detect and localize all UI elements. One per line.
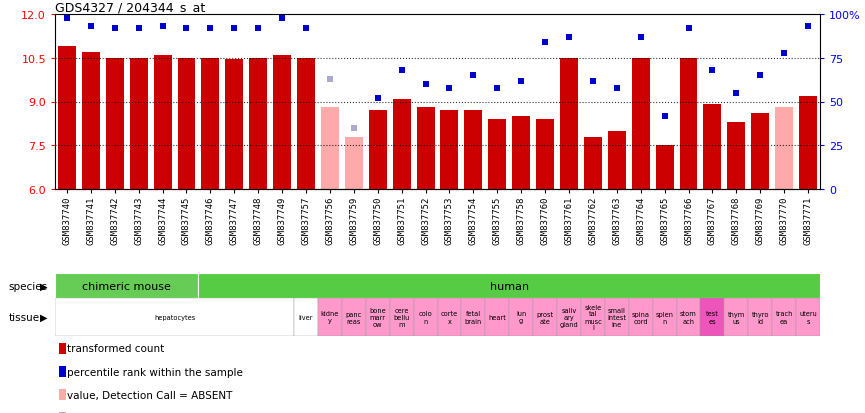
- Text: colo
n: colo n: [419, 311, 432, 324]
- Bar: [177, 59, 195, 190]
- Bar: [438, 298, 461, 336]
- Bar: [82, 53, 99, 190]
- Bar: [58, 47, 76, 190]
- Bar: [202, 59, 220, 190]
- Bar: [413, 298, 438, 336]
- Text: uteru
s: uteru s: [799, 311, 817, 324]
- Bar: [393, 100, 411, 190]
- Bar: [154, 56, 171, 190]
- Text: ▶: ▶: [40, 312, 47, 322]
- Bar: [225, 59, 243, 190]
- Bar: [106, 59, 124, 190]
- Text: thym
us: thym us: [727, 311, 745, 324]
- Bar: [55, 273, 198, 298]
- Text: fetal
brain: fetal brain: [465, 311, 482, 324]
- Text: corte
x: corte x: [441, 311, 458, 324]
- Bar: [727, 123, 746, 190]
- Text: spina
cord: spina cord: [631, 311, 650, 324]
- Bar: [533, 298, 557, 336]
- Text: thyro
id: thyro id: [752, 311, 769, 324]
- Bar: [631, 59, 650, 190]
- Text: splen
n: splen n: [656, 311, 674, 324]
- Text: value, Detection Call = ABSENT: value, Detection Call = ABSENT: [67, 390, 232, 400]
- Bar: [489, 120, 506, 190]
- Text: human: human: [490, 281, 529, 291]
- Text: liver: liver: [298, 314, 313, 320]
- Text: species: species: [9, 281, 48, 291]
- Text: bone
marr
ow: bone marr ow: [369, 307, 386, 327]
- Bar: [55, 298, 294, 336]
- Bar: [249, 59, 267, 190]
- Text: ▶: ▶: [40, 281, 47, 291]
- Text: small
intest
ine: small intest ine: [607, 307, 626, 327]
- Bar: [294, 298, 318, 336]
- Bar: [680, 59, 697, 190]
- Bar: [608, 131, 625, 190]
- Text: prost
ate: prost ate: [536, 311, 554, 324]
- Text: lun
g: lun g: [516, 311, 526, 324]
- Text: skele
tal
musc
l: skele tal musc l: [584, 304, 602, 331]
- Bar: [417, 108, 434, 190]
- Text: tissue: tissue: [9, 312, 40, 322]
- Bar: [581, 298, 605, 336]
- Bar: [130, 59, 148, 190]
- Bar: [701, 298, 724, 336]
- Text: saliv
ary
gland: saliv ary gland: [560, 307, 579, 327]
- Text: cere
bellu
m: cere bellu m: [394, 307, 410, 327]
- Bar: [748, 298, 772, 336]
- Bar: [653, 298, 676, 336]
- Bar: [318, 298, 342, 336]
- Bar: [796, 298, 820, 336]
- Bar: [724, 298, 748, 336]
- Text: kidne
y: kidne y: [321, 311, 339, 324]
- Text: heart: heart: [489, 314, 506, 320]
- Text: transformed count: transformed count: [67, 344, 163, 354]
- Bar: [390, 298, 413, 336]
- Bar: [461, 298, 485, 336]
- Bar: [368, 111, 387, 190]
- Bar: [321, 108, 339, 190]
- Bar: [536, 120, 554, 190]
- Bar: [775, 108, 793, 190]
- Bar: [465, 111, 483, 190]
- Text: GDS4327 / 204344_s_at: GDS4327 / 204344_s_at: [55, 1, 205, 14]
- Text: panc
reas: panc reas: [346, 311, 362, 324]
- Bar: [512, 117, 530, 190]
- Bar: [772, 298, 796, 336]
- Bar: [366, 298, 390, 336]
- Bar: [557, 298, 581, 336]
- Bar: [560, 59, 578, 190]
- Bar: [656, 146, 674, 190]
- Text: trach
ea: trach ea: [775, 311, 793, 324]
- Bar: [799, 96, 817, 190]
- Bar: [676, 298, 701, 336]
- Bar: [509, 298, 533, 336]
- Bar: [345, 137, 362, 190]
- Bar: [629, 298, 653, 336]
- Bar: [485, 298, 509, 336]
- Text: hepatocytes: hepatocytes: [154, 314, 195, 320]
- Bar: [752, 114, 769, 190]
- Bar: [703, 105, 721, 190]
- Bar: [605, 298, 629, 336]
- Text: test
es: test es: [706, 311, 719, 324]
- Bar: [440, 111, 458, 190]
- Bar: [297, 59, 315, 190]
- Bar: [342, 298, 366, 336]
- Bar: [273, 56, 292, 190]
- Bar: [584, 137, 602, 190]
- Text: stom
ach: stom ach: [680, 311, 697, 324]
- Text: percentile rank within the sample: percentile rank within the sample: [67, 367, 242, 377]
- Text: chimeric mouse: chimeric mouse: [82, 281, 171, 291]
- Bar: [198, 273, 820, 298]
